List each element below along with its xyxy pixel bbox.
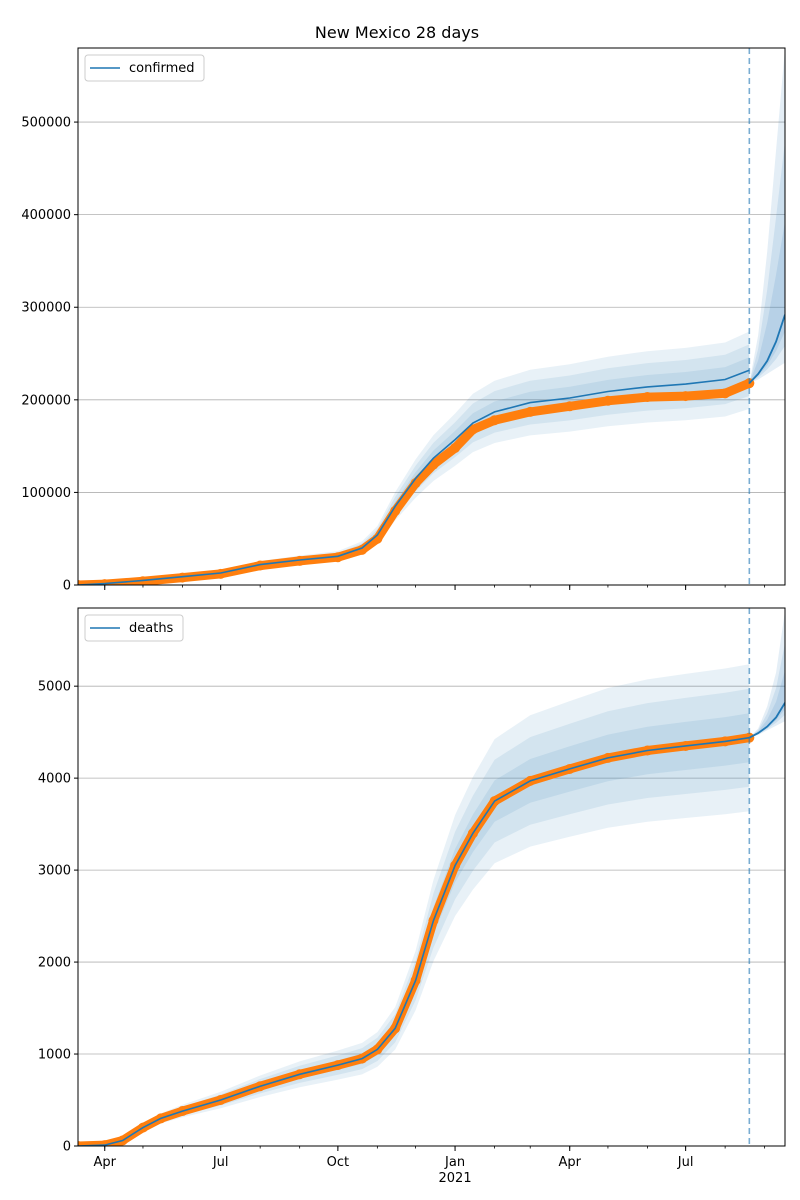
x-tick-label: Jan	[444, 1155, 465, 1170]
plot-area	[78, 608, 785, 1146]
deaths-y-axis: 0 1000 2000 3000 4000 5000	[38, 680, 78, 1155]
observed-point	[720, 388, 731, 399]
y-tick-label: 400000	[21, 208, 71, 223]
observed-point	[489, 415, 500, 426]
deaths-axes-frame	[77, 607, 786, 1147]
observed-point	[467, 424, 478, 435]
deaths-plot-content	[78, 608, 785, 1146]
x-tick-label: Jul	[677, 1155, 694, 1170]
y-tick-label: 2000	[38, 956, 71, 971]
y-tick-label: 3000	[38, 864, 71, 879]
forecast-line	[748, 702, 785, 739]
confidence-band	[78, 688, 750, 1146]
observed-point	[564, 401, 575, 412]
x-year-label: 2021	[439, 1171, 472, 1186]
y-tick-label: 0	[63, 1140, 71, 1155]
observed-point	[525, 406, 536, 417]
observed-point	[294, 555, 305, 566]
observed-point	[255, 560, 266, 571]
legend-label-confirmed: confirmed	[129, 61, 195, 76]
observed-point	[78, 1141, 83, 1146]
confirmed-legend: confirmed	[84, 54, 205, 82]
deaths-x-axis: Apr Jul Oct Jan Apr Jul 2021	[94, 1146, 766, 1186]
confidence-band	[78, 664, 750, 1146]
confidence-band	[78, 357, 750, 585]
deaths-legend: deaths	[84, 614, 184, 642]
forecast-line	[748, 314, 785, 384]
legend-box	[84, 614, 184, 642]
y-tick-label: 5000	[38, 680, 71, 695]
y-tick-label: 0	[63, 579, 71, 594]
plot-area	[78, 48, 785, 585]
y-tick-label: 100000	[21, 486, 71, 501]
confidence-band	[78, 331, 750, 585]
forecast-band	[749, 48, 785, 384]
forecast-band	[749, 670, 785, 738]
x-tick-label: Apr	[558, 1155, 581, 1170]
observed-point	[390, 505, 401, 516]
y-tick-label: 1000	[38, 1048, 71, 1063]
observed-point	[78, 580, 83, 585]
forecast-band	[749, 610, 785, 738]
x-tick-label: Apr	[94, 1155, 117, 1170]
observed-point	[680, 391, 691, 402]
legend-label-deaths: deaths	[129, 621, 174, 636]
fitted-line	[78, 369, 750, 585]
observed-point	[177, 572, 188, 583]
legend-box	[84, 54, 205, 82]
fitted-line	[78, 736, 750, 1146]
forecast-band	[749, 642, 785, 738]
confidence-band	[78, 713, 750, 1146]
observed-point	[642, 392, 653, 403]
observed-point	[450, 442, 461, 453]
observed-point	[215, 568, 226, 579]
confirmed-plot-content	[78, 48, 785, 585]
deaths-panel: 0 1000 2000 3000 4000 5000 Apr Jul Oct Jan Apr Jul…	[38, 607, 786, 1186]
x-tick-label: Jul	[212, 1155, 229, 1170]
confirmed-y-axis: 0 100000 200000 300000 400000 500000	[21, 116, 78, 594]
y-tick-label: 200000	[21, 393, 71, 408]
observed-point	[602, 395, 613, 406]
observed-point	[357, 544, 368, 555]
confirmed-panel: 0 100000 200000 300000 400000 500000 confirme…	[21, 47, 786, 594]
confirmed-axes-frame	[77, 47, 786, 586]
y-tick-label: 300000	[21, 301, 71, 316]
x-tick-label: Oct	[327, 1155, 349, 1170]
chart-title: New Mexico 28 days	[315, 23, 479, 42]
y-tick-label: 4000	[38, 772, 71, 787]
confirmed-x-axis	[104, 585, 766, 590]
y-tick-label: 500000	[21, 116, 71, 131]
forecast-band	[749, 141, 785, 384]
